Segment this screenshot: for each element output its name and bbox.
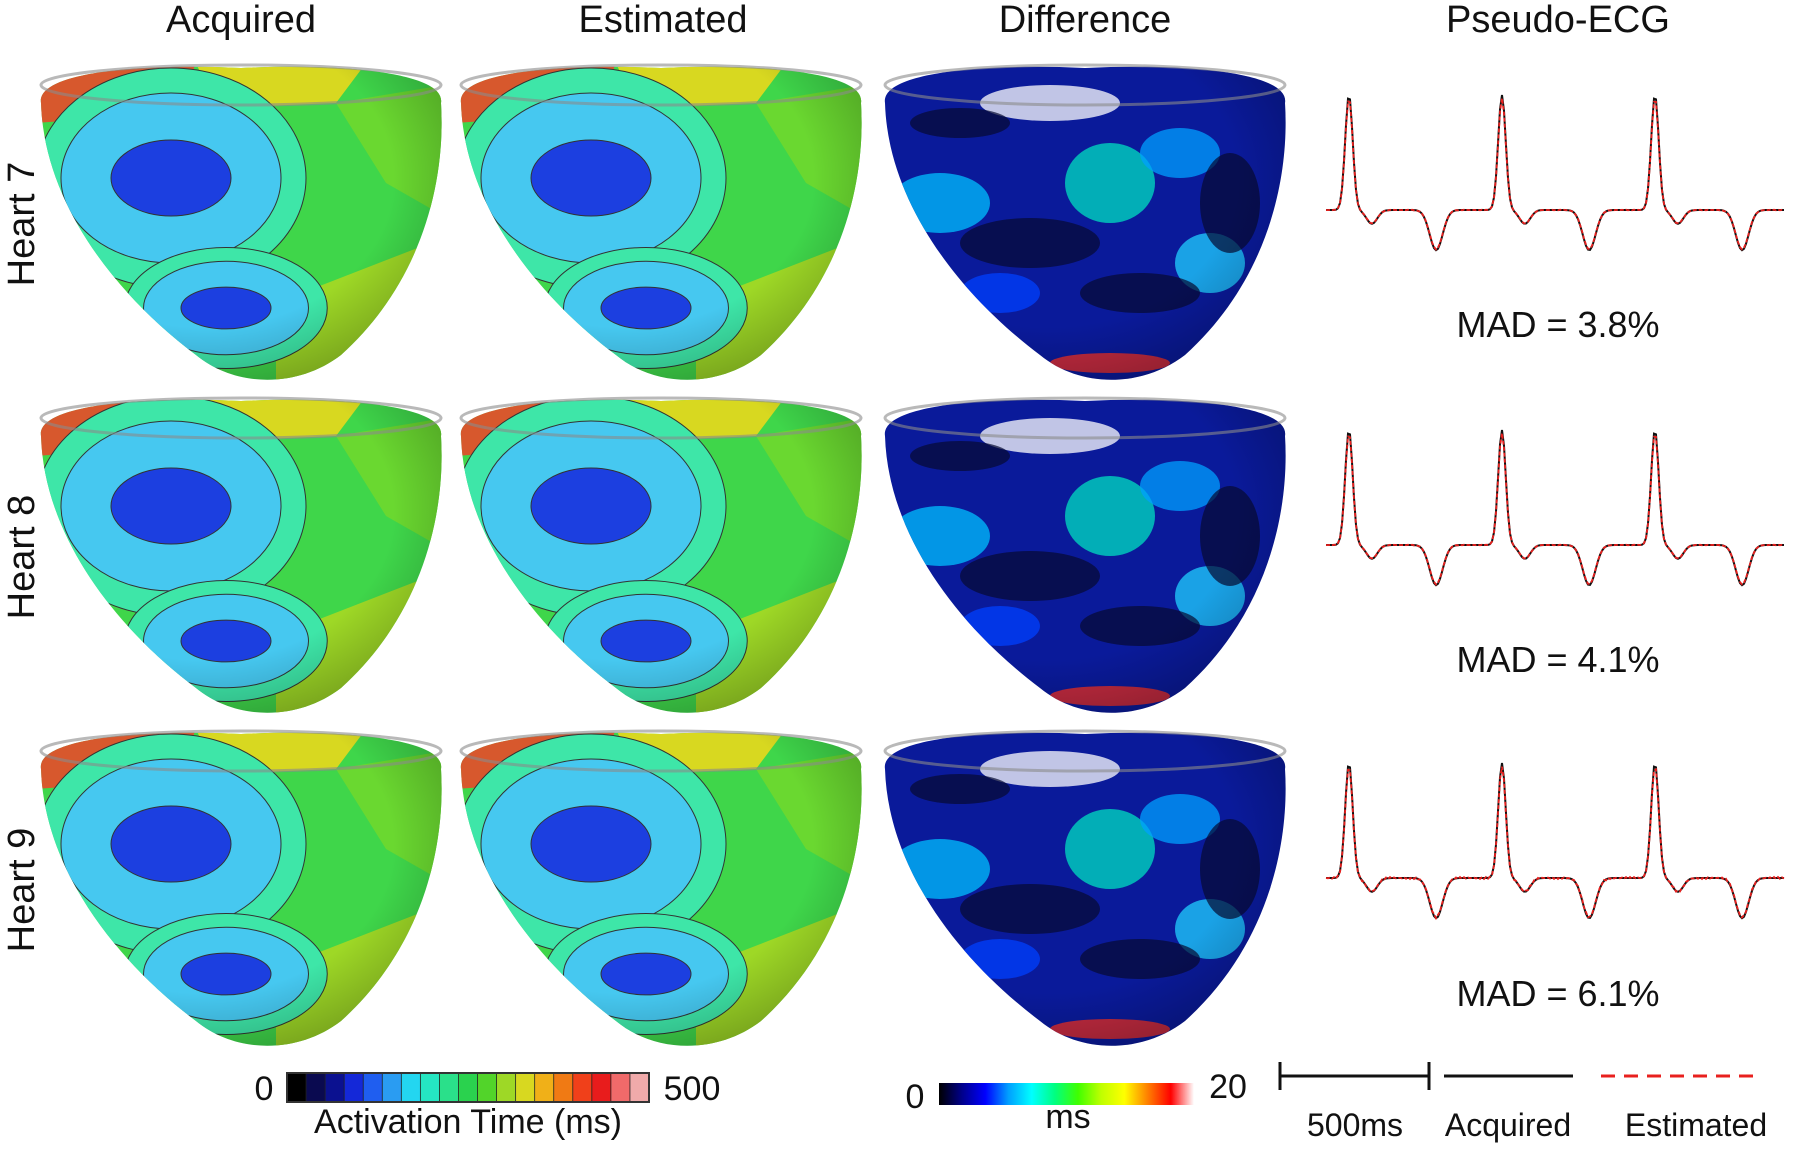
activation-colorbar-max: 500 [664,1070,721,1108]
colorbar-swatch [629,1072,650,1103]
heart-8-acquired-map [39,396,443,713]
colorbar-swatch [496,1072,517,1103]
mad-heart-7: MAD = 3.8% [1456,304,1659,345]
colorbar-swatch [439,1072,460,1103]
colorbar-swatch [458,1072,479,1103]
colorbar-swatch [381,1072,403,1103]
heart-7-difference-map [883,63,1287,380]
colorbar-swatch [477,1072,498,1103]
difference-colorbar-max: 20 [1209,1068,1247,1106]
ecg-acquired-trace [1326,762,1784,920]
difference-colorbar-min: 0 [906,1078,925,1116]
colorbar-swatch [591,1072,612,1103]
legend-acquired-label: Acquired [1445,1107,1571,1143]
activation-colorbar-min: 0 [255,1070,274,1108]
mad-heart-8: MAD = 4.1% [1456,639,1659,680]
column-title-difference: Difference [999,0,1172,41]
colorbar-swatch [324,1072,346,1103]
colorbar-swatch [610,1072,631,1103]
heart-9-difference-map [883,729,1287,1046]
pseudo-ecg-heart-9 [1325,762,1785,921]
colorbar-swatch [553,1072,574,1103]
time-scale-bar [1278,1062,1431,1090]
column-title-estimated: Estimated [579,0,748,41]
time-scale-label: 500ms [1307,1107,1403,1143]
pseudo-ecg-heart-8 [1325,429,1785,587]
heart-8-difference-map [883,396,1287,713]
ecg-acquired-trace [1326,94,1784,252]
colorbar-swatch [343,1072,365,1103]
ecg-estimated-trace [1325,433,1785,586]
row-label-heart-8: Heart 8 [1,495,43,620]
mad-heart-9: MAD = 6.1% [1456,973,1659,1014]
activation-colorbar-label: Activation Time (ms) [314,1103,622,1141]
ecg-acquired-trace [1326,429,1784,587]
colorbar-swatch [400,1072,422,1103]
ecg-legend: 500ms Acquired Estimated [1278,1062,1767,1143]
heart-8-estimated-map [459,396,863,713]
heart-7-estimated-map [459,63,863,380]
activation-colorbar: 0 500 Activation Time (ms) [255,1070,721,1141]
colorbar-swatch [572,1072,593,1103]
colorbar-swatch [534,1072,555,1103]
colorbar-swatch [362,1072,384,1103]
pseudo-ecg-heart-7 [1325,94,1785,252]
column-title-acquired: Acquired [166,0,316,41]
difference-colorbar-label: ms [1045,1098,1090,1136]
heart-7-acquired-map [39,63,443,380]
heart-9-acquired-map [39,729,443,1046]
colorbar-swatch [515,1072,536,1103]
ecg-estimated-trace [1325,98,1785,251]
colorbar-swatch [419,1072,441,1103]
row-label-heart-9: Heart 9 [1,828,43,953]
legend-estimated-label: Estimated [1625,1107,1767,1143]
row-label-heart-7: Heart 7 [1,162,43,287]
colorbar-swatch [305,1072,327,1103]
colorbar-swatch [286,1072,307,1103]
difference-colorbar: 0 20 ms [906,1068,1247,1136]
ecg-estimated-trace [1325,766,1785,921]
column-title-pseudo-ecg: Pseudo-ECG [1446,0,1670,41]
heart-9-estimated-map [459,729,863,1046]
